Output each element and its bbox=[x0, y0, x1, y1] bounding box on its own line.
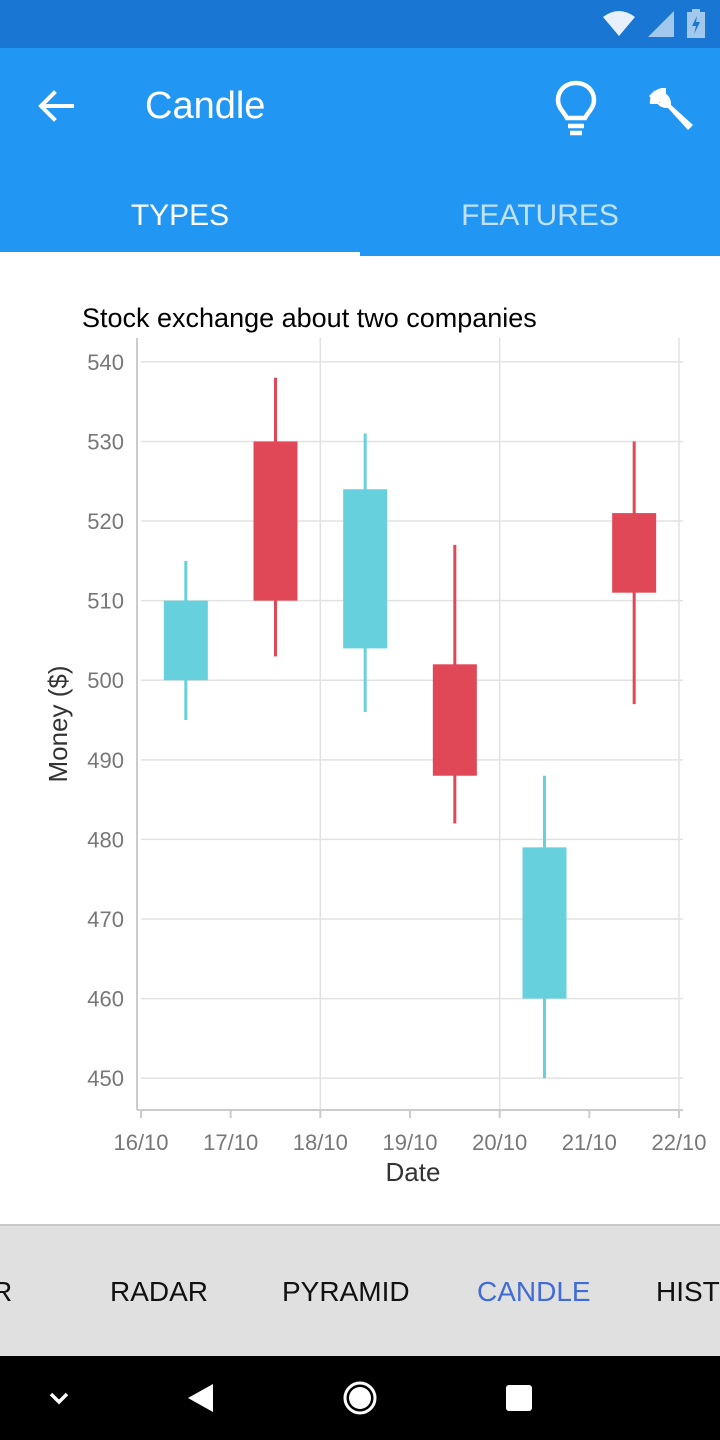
nav-item-radar[interactable]: RADAR bbox=[110, 1276, 209, 1307]
candle-body bbox=[522, 847, 567, 999]
wifi-icon bbox=[603, 11, 635, 36]
x-axis-label: Date bbox=[386, 1157, 441, 1187]
nav-item-candle[interactable]: CANDLE bbox=[477, 1276, 591, 1307]
app-bar: Candle TYPES FEATURES bbox=[0, 48, 720, 256]
y-tick-label: 450 bbox=[87, 1066, 124, 1091]
candle-body bbox=[432, 664, 477, 776]
chart-axes bbox=[136, 338, 683, 1111]
y-tick-label: 460 bbox=[87, 987, 124, 1012]
candle-body bbox=[253, 441, 298, 601]
x-tick-label: 19/10 bbox=[382, 1130, 437, 1155]
y-axis-ticks: 450 460 470 480 490 500 510 520 530 540 bbox=[87, 350, 124, 1091]
system-back-button[interactable] bbox=[172, 1370, 228, 1426]
battery-charging-icon bbox=[687, 9, 705, 38]
x-tick-label: 16/10 bbox=[113, 1130, 168, 1155]
candle-body bbox=[343, 489, 388, 649]
circle-home-icon bbox=[343, 1381, 377, 1415]
tab-indicator bbox=[0, 252, 360, 256]
y-tick-label: 470 bbox=[87, 907, 124, 932]
x-tick-label: 22/10 bbox=[651, 1130, 706, 1155]
candle-body bbox=[612, 513, 657, 593]
signal-icon bbox=[648, 11, 674, 37]
y-axis-label: Money ($) bbox=[43, 665, 73, 782]
chart-grid bbox=[141, 338, 683, 1110]
triangle-back-icon bbox=[188, 1384, 213, 1412]
tab-bar: TYPES FEATURES bbox=[0, 176, 720, 256]
y-tick-label: 490 bbox=[87, 748, 124, 773]
nav-item-partial[interactable]: R bbox=[0, 1226, 12, 1356]
nav-item-pyramid[interactable]: PYRAMID bbox=[282, 1276, 410, 1307]
y-tick-label: 520 bbox=[87, 509, 124, 534]
y-tick-label: 500 bbox=[87, 668, 124, 693]
lightbulb-icon bbox=[555, 80, 597, 136]
y-tick-label: 540 bbox=[87, 350, 124, 375]
page-title: Candle bbox=[145, 85, 266, 127]
system-recents-button[interactable] bbox=[491, 1370, 547, 1426]
candle-body bbox=[163, 600, 208, 681]
back-button[interactable] bbox=[24, 82, 88, 130]
tab-types-label: TYPES bbox=[130, 199, 230, 232]
y-tick-label: 480 bbox=[87, 827, 124, 852]
tab-types[interactable]: TYPES bbox=[0, 176, 360, 256]
status-icons bbox=[602, 8, 706, 40]
wrench-icon bbox=[649, 88, 693, 130]
y-tick-label: 510 bbox=[87, 589, 124, 614]
collapse-button[interactable] bbox=[31, 1370, 87, 1426]
candlestick-chart: Stock exchange about two companies 450 46… bbox=[43, 303, 707, 1187]
x-axis-ticks: 16/10 17/10 18/10 19/10 20/10 21/10 22/10 bbox=[113, 1110, 707, 1155]
arrow-left-icon bbox=[38, 90, 74, 122]
tab-features-label: FEATURES bbox=[461, 199, 619, 232]
system-nav-bar bbox=[0, 1356, 720, 1440]
nav-item-hist[interactable]: HIST bbox=[656, 1276, 720, 1307]
candles bbox=[163, 377, 657, 1079]
x-tick-label: 17/10 bbox=[203, 1130, 258, 1155]
chevron-down-icon bbox=[49, 1392, 69, 1405]
status-bar bbox=[0, 0, 720, 48]
square-recents-icon bbox=[506, 1385, 532, 1411]
tips-button[interactable] bbox=[548, 76, 604, 140]
x-tick-label: 18/10 bbox=[293, 1130, 348, 1155]
x-tick-label: 20/10 bbox=[472, 1130, 527, 1155]
chart-type-nav: R RADAR PYRAMID CANDLE HIST bbox=[0, 1224, 720, 1356]
chart-title: Stock exchange about two companies bbox=[82, 303, 537, 333]
settings-button[interactable] bbox=[640, 78, 704, 142]
chart-area: Stock exchange about two companies 450 46… bbox=[0, 256, 720, 1224]
x-tick-label: 21/10 bbox=[562, 1130, 617, 1155]
y-tick-label: 530 bbox=[87, 429, 124, 454]
system-home-button[interactable] bbox=[332, 1370, 388, 1426]
tab-features[interactable]: FEATURES bbox=[360, 176, 720, 256]
